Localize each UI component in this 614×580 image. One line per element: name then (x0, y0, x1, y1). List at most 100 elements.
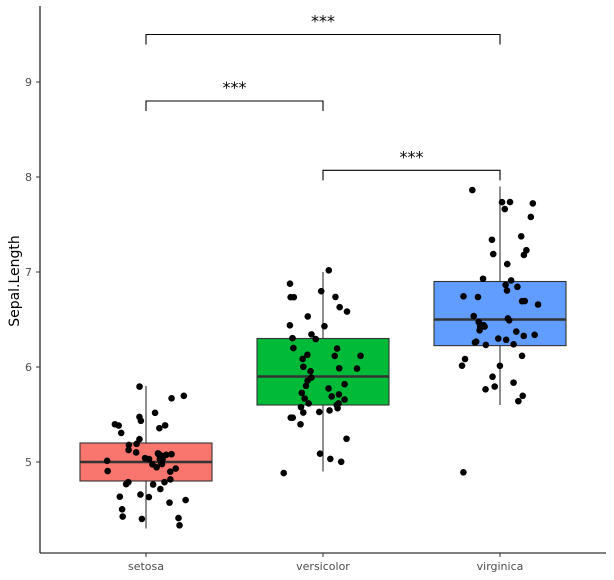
data-point (523, 246, 530, 254)
data-point (158, 460, 166, 468)
data-point (461, 355, 469, 363)
data-point (475, 318, 483, 326)
data-point (302, 382, 310, 390)
data-point (325, 385, 332, 392)
data-point (308, 331, 315, 338)
boxplot-boxes (79, 186, 567, 529)
data-point (180, 392, 188, 400)
data-point (308, 374, 315, 381)
y-tick-label: 5 (25, 456, 32, 469)
data-point (498, 198, 506, 206)
data-point (517, 233, 525, 240)
significance-label: *** (223, 78, 247, 97)
data-point (304, 313, 312, 320)
data-point (489, 373, 496, 381)
data-point (299, 355, 306, 363)
data-point (168, 450, 175, 458)
data-point (145, 493, 153, 501)
data-point (103, 457, 111, 465)
x-tick-label: setosa (128, 560, 164, 573)
data-point (518, 352, 526, 360)
data-point (343, 308, 351, 315)
data-point (488, 236, 496, 244)
data-point (116, 493, 124, 501)
data-point (353, 365, 361, 372)
significance-annotations: *** *** *** (145, 12, 501, 181)
data-point (503, 287, 511, 294)
data-point (520, 332, 527, 340)
data-point (136, 383, 143, 390)
data-point (482, 341, 490, 349)
data-point (317, 287, 325, 295)
data-point (166, 468, 174, 475)
data-point (531, 331, 538, 339)
data-point (118, 506, 126, 513)
data-point (167, 476, 174, 483)
data-point (168, 394, 175, 402)
box-body (256, 337, 390, 406)
significance-label: *** (400, 147, 424, 166)
data-point (312, 335, 320, 343)
data-point (286, 280, 294, 287)
data-point (502, 281, 509, 289)
y-tick-label: 7 (25, 266, 32, 279)
data-point (534, 301, 542, 308)
data-point (460, 292, 467, 300)
data-point (460, 469, 467, 476)
data-point (501, 205, 509, 213)
data-point (119, 513, 127, 520)
data-point (298, 389, 306, 397)
data-point (287, 293, 294, 301)
comparison-bracket (322, 169, 501, 181)
data-point (125, 441, 133, 449)
significance-label: *** (311, 12, 335, 31)
data-point (502, 336, 510, 344)
y-axis-title: Sepal.Length (7, 235, 23, 327)
data-point (507, 277, 515, 284)
y-tick-label: 9 (25, 76, 32, 89)
x-tick-label: virginica (477, 560, 524, 573)
data-point (156, 455, 164, 463)
data-point (489, 250, 497, 258)
data-point (172, 465, 180, 472)
y-tick-label: 6 (25, 361, 32, 374)
data-point (519, 392, 527, 400)
data-point (307, 367, 314, 375)
data-point (321, 322, 328, 330)
data-point (337, 458, 345, 466)
data-point (504, 315, 512, 322)
data-point (137, 491, 144, 498)
jitter-points (103, 186, 542, 529)
data-point (149, 460, 156, 468)
axes: 5 6 7 8 9 setosa versicolor virginica (25, 6, 606, 573)
data-point (297, 403, 305, 411)
data-point (506, 198, 514, 206)
data-point (301, 395, 309, 402)
data-point (166, 499, 173, 506)
data-point (117, 429, 125, 437)
data-point (343, 435, 350, 443)
data-point (326, 407, 333, 414)
data-point (529, 200, 537, 207)
data-point (332, 293, 339, 301)
data-point (132, 449, 140, 456)
data-point (299, 409, 307, 416)
data-point (316, 450, 324, 457)
data-point (527, 213, 535, 221)
data-point (515, 397, 522, 405)
comparison-bracket (145, 100, 324, 111)
data-point (491, 383, 499, 390)
data-point (304, 351, 311, 359)
data-point (470, 312, 478, 320)
data-point (125, 446, 132, 454)
data-point (156, 424, 163, 432)
data-point (290, 344, 297, 352)
data-point (341, 380, 348, 388)
data-point (333, 345, 341, 352)
data-point (122, 480, 130, 488)
data-point (175, 514, 182, 522)
data-point (305, 400, 312, 407)
data-point (331, 352, 339, 360)
data-point (357, 352, 364, 360)
